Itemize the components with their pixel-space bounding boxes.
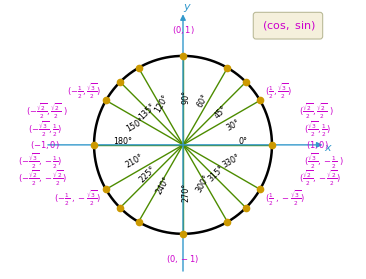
Text: 210°: 210° [124, 152, 145, 170]
Text: 30°: 30° [224, 118, 241, 133]
Text: $(-\frac{\sqrt{2}}{2}, \frac{\sqrt{2}}{2}\ )$: $(-\frac{\sqrt{2}}{2}, \frac{\sqrt{2}}{2… [26, 101, 67, 121]
Text: $(\frac{\sqrt{3}}{2}, -\frac{1}{2}\ )$: $(\frac{\sqrt{3}}{2}, -\frac{1}{2}\ )$ [304, 151, 344, 170]
Text: $(\frac{1}{2}, \frac{\sqrt{3}}{2})$: $(\frac{1}{2}, \frac{\sqrt{3}}{2})$ [265, 82, 292, 101]
Text: $(0, 1)$: $(0, 1)$ [172, 24, 194, 36]
Text: 150°: 150° [124, 117, 146, 134]
Text: $(\mathrm{cos,\ sin})$: $(\mathrm{cos,\ sin})$ [262, 19, 315, 32]
Text: 180°: 180° [113, 137, 132, 146]
Text: $(0, -1)$: $(0, -1)$ [167, 253, 199, 265]
Text: $(\frac{\sqrt{2}}{2}, -\frac{\sqrt{2}}{2})$: $(\frac{\sqrt{2}}{2}, -\frac{\sqrt{2}}{2… [299, 169, 341, 188]
Text: $(-\frac{1}{2}\ , -\frac{\sqrt{3}}{2})$: $(-\frac{1}{2}\ , -\frac{\sqrt{3}}{2})$ [54, 189, 101, 208]
Text: $(\frac{\sqrt{3}}{2}, \frac{1}{2})$: $(\frac{\sqrt{3}}{2}, \frac{1}{2})$ [304, 119, 331, 139]
Text: $(\frac{1}{2}\ , -\frac{\sqrt{3}}{2})$: $(\frac{1}{2}\ , -\frac{\sqrt{3}}{2})$ [265, 189, 305, 208]
Text: $y$: $y$ [183, 2, 192, 14]
Text: 135°: 135° [138, 102, 157, 122]
Text: 225°: 225° [137, 164, 157, 184]
Text: $(-\frac{\sqrt{3}}{2}, -\frac{1}{2})$: $(-\frac{\sqrt{3}}{2}, -\frac{1}{2})$ [18, 151, 62, 170]
Text: 315°: 315° [207, 163, 227, 183]
Text: 60°: 60° [195, 92, 210, 109]
Text: 45°: 45° [212, 104, 228, 120]
Text: 270°: 270° [181, 182, 190, 202]
FancyBboxPatch shape [253, 12, 323, 39]
Text: $(-\frac{\sqrt{2}}{2}, -\frac{\sqrt{2}}{2})$: $(-\frac{\sqrt{2}}{2}, -\frac{\sqrt{2}}{… [18, 169, 67, 188]
Text: 0°: 0° [239, 137, 248, 146]
Text: $(-1, 0)$: $(-1, 0)$ [30, 139, 60, 151]
Text: $x$: $x$ [324, 143, 332, 153]
Text: 240°: 240° [155, 175, 172, 196]
Text: 300°: 300° [194, 174, 211, 194]
Text: $(-\frac{\sqrt{3}}{2}, \frac{1}{2})$: $(-\frac{\sqrt{3}}{2}, \frac{1}{2})$ [28, 119, 62, 139]
Text: $(\frac{\sqrt{2}}{2}, \frac{\sqrt{2}}{2}\ )$: $(\frac{\sqrt{2}}{2}, \frac{\sqrt{2}}{2}… [299, 101, 333, 121]
Text: 90°: 90° [181, 90, 190, 104]
Text: 330°: 330° [221, 152, 242, 170]
Text: $(1, 0)$: $(1, 0)$ [306, 139, 329, 151]
Text: $(-\frac{1}{2}, \frac{\sqrt{3}}{2})$: $(-\frac{1}{2}, \frac{\sqrt{3}}{2})$ [67, 82, 101, 101]
Text: 120°: 120° [153, 93, 170, 114]
